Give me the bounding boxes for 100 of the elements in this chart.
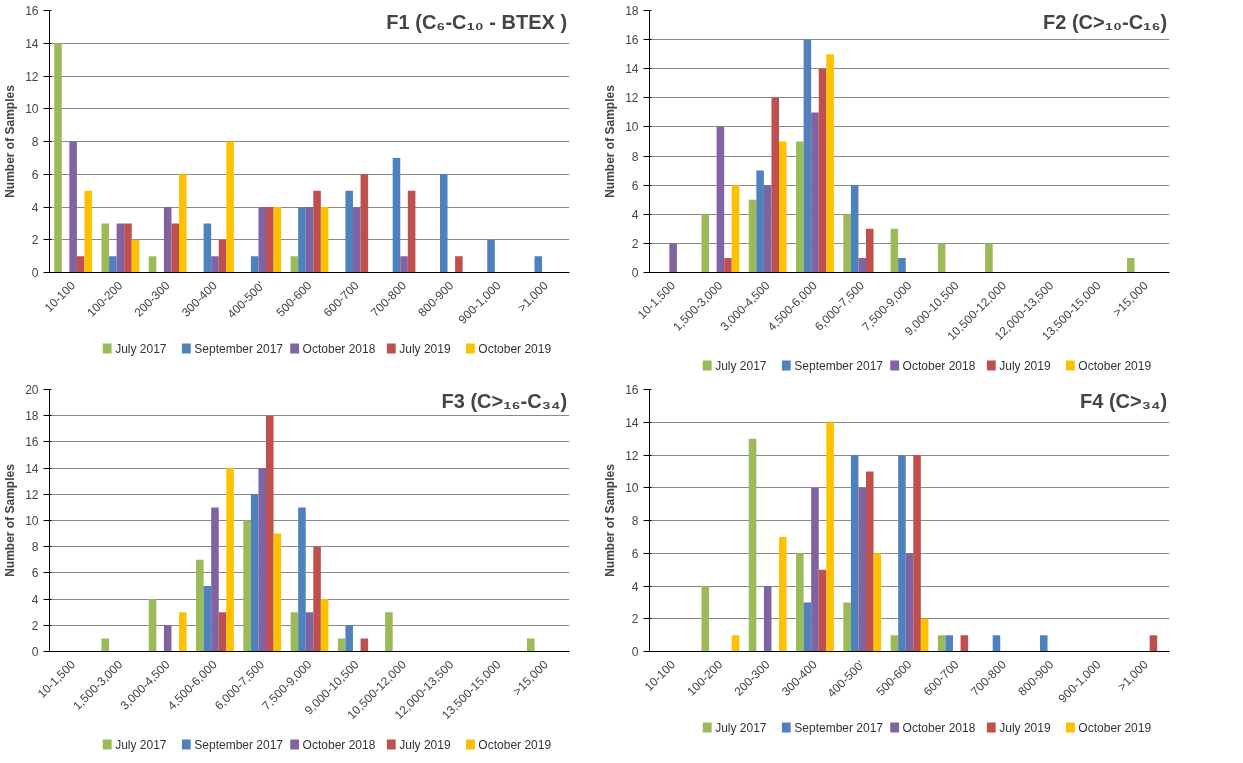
bar [850, 455, 859, 652]
y-tick-label: 6 [631, 546, 639, 561]
bar [960, 635, 969, 652]
bar [250, 256, 259, 273]
y-axis-title: Number of Samples [3, 463, 18, 577]
y-tick-label: 12 [25, 487, 39, 502]
legend-label: October 2018 [902, 358, 976, 373]
bar [701, 214, 710, 273]
bar [455, 256, 463, 273]
bar [385, 612, 393, 652]
bar [163, 207, 172, 273]
bar [352, 207, 361, 273]
y-tick-label: 18 [625, 4, 639, 18]
y-tick-label: 2 [31, 233, 39, 248]
bar [298, 507, 306, 652]
bar [298, 207, 306, 273]
bar [487, 239, 495, 273]
y-tick-label: 8 [631, 149, 639, 164]
bar [731, 185, 740, 273]
legend-label: September 2017 [794, 358, 884, 373]
bar [803, 39, 812, 273]
bar [818, 68, 827, 273]
bar [392, 157, 401, 273]
legend-label: September 2017 [794, 720, 884, 735]
bar [54, 43, 62, 273]
y-tick-label: 0 [631, 645, 639, 659]
y-tick-label: 2 [631, 612, 639, 627]
y-tick-label: 10 [25, 102, 39, 117]
legend-label: July 2017 [715, 720, 767, 735]
y-tick-label: 16 [25, 435, 39, 450]
bar [313, 546, 321, 652]
legend-label: July 2019 [399, 737, 451, 752]
y-tick-label: 6 [31, 167, 39, 182]
bar [937, 635, 946, 652]
bar [124, 223, 132, 273]
bar [226, 141, 234, 273]
bar [756, 170, 764, 273]
bar [716, 126, 725, 273]
y-tick-label: 16 [625, 33, 639, 48]
bar [985, 243, 993, 273]
bar [273, 533, 282, 652]
y-tick-label: 14 [625, 415, 639, 430]
bar [226, 468, 234, 652]
y-tick-label: 16 [625, 383, 639, 397]
legend-label: October 2019 [478, 737, 552, 752]
bar [731, 635, 740, 652]
y-axis-title: Number of Samples [603, 463, 618, 577]
bar [826, 422, 834, 652]
y-tick-label: 16 [25, 4, 39, 18]
legend-label: October 2019 [1078, 720, 1152, 735]
y-tick-label: 8 [31, 540, 39, 555]
y-tick-label: 12 [625, 448, 639, 463]
y-tick-label: 12 [625, 91, 639, 106]
bar [724, 257, 732, 273]
y-tick-label: 4 [631, 579, 639, 594]
bar [1039, 635, 1048, 652]
bar [313, 190, 321, 273]
bar [669, 243, 677, 273]
bar [360, 638, 369, 652]
bar [1126, 257, 1135, 273]
bar [796, 553, 804, 652]
y-tick-label: 4 [31, 592, 39, 607]
bar [171, 223, 180, 273]
bar [796, 141, 804, 273]
legend-label: September 2017 [194, 737, 284, 752]
bar [843, 214, 851, 273]
chart-title: F1 (C₆-C₁₀ - BTEX ) [386, 10, 568, 33]
bar [779, 141, 787, 273]
legend-label: July 2017 [115, 737, 167, 752]
legend-label: July 2017 [715, 358, 767, 373]
chart-title: F4 (C>₃₄) [1080, 389, 1168, 412]
bar [211, 256, 219, 273]
legend-label: October 2019 [1078, 358, 1152, 373]
bar [76, 256, 85, 273]
bar [320, 207, 329, 273]
bar [116, 223, 125, 273]
y-tick-label: 20 [25, 383, 39, 397]
bar [1149, 635, 1158, 652]
legend-label: October 2018 [902, 720, 976, 735]
chart-title: F2 (C>₁₀-C₁₆) [1043, 10, 1168, 33]
legend-label: October 2018 [302, 341, 376, 356]
bar [858, 257, 867, 273]
bar [866, 228, 874, 273]
bar [890, 635, 899, 652]
bar [763, 185, 772, 273]
y-tick-label: 14 [625, 62, 639, 77]
bar [811, 112, 819, 273]
y-tick-label: 14 [25, 36, 39, 51]
bar [266, 207, 274, 273]
y-tick-label: 4 [31, 200, 39, 215]
legend-label: October 2018 [302, 737, 376, 752]
bar [937, 243, 946, 273]
bar [203, 223, 212, 273]
bar [400, 256, 408, 273]
bar [345, 190, 353, 273]
bar [101, 223, 110, 273]
bar [258, 468, 267, 652]
bar [890, 228, 899, 273]
bar [534, 256, 543, 273]
bar [337, 638, 346, 652]
